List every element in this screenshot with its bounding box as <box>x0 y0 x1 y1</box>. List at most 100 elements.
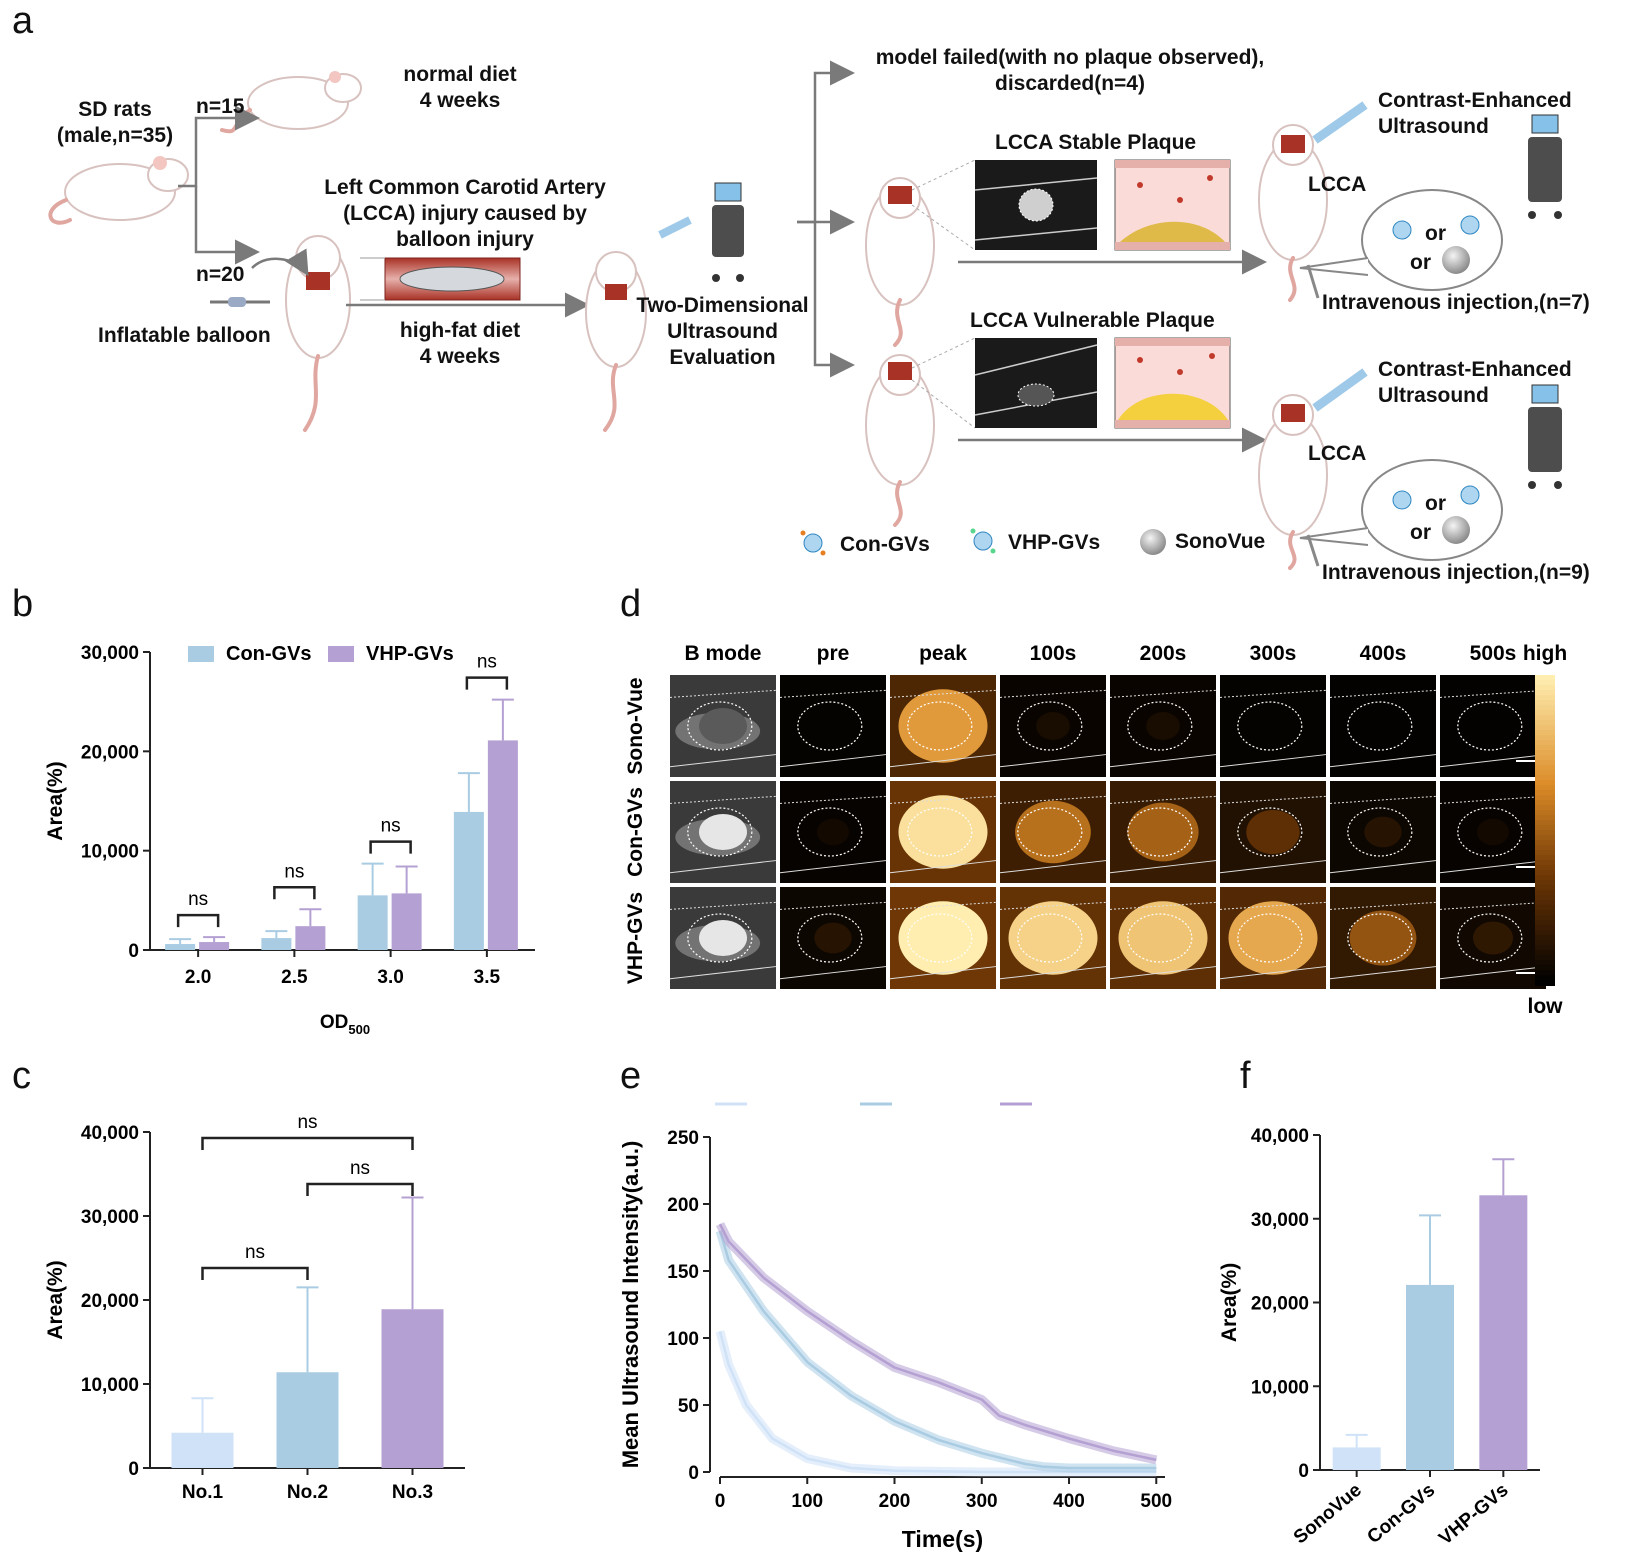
d-colorbar-segment <box>1535 730 1555 736</box>
e-legend-label: VHP-GVs <box>1040 1100 1128 1105</box>
d-vessel-wall <box>889 754 997 768</box>
c-x-tick-label: No.3 <box>392 1482 433 1503</box>
d-roi-circle <box>797 807 863 857</box>
rat-stable-icon <box>865 177 935 347</box>
e-x-tick-label: 100 <box>791 1491 823 1512</box>
f-x-tick-label: VHP-GVs <box>1435 1480 1512 1550</box>
d-colorbar-segment <box>1535 760 1555 766</box>
sd-rats-line1: SD rats <box>78 98 152 121</box>
d-colorbar-segment <box>1535 820 1555 826</box>
or-bottom-2: or <box>1410 521 1431 544</box>
b-x-tick-label: 3.0 <box>377 967 403 988</box>
f-x-tick-label: Con-GVs <box>1363 1480 1439 1548</box>
d-cell-bg <box>1330 675 1436 777</box>
e-y-tick-label: 0 <box>688 1463 699 1484</box>
d-colorbar-segment <box>1535 900 1555 906</box>
b-bar-vhp-gvs <box>199 942 230 950</box>
d-bmode-plaque <box>699 708 747 744</box>
c-significance-bracket <box>201 1266 309 1280</box>
rat-vulnerable-icon <box>865 354 935 527</box>
d-roi-circle <box>1347 913 1413 963</box>
d-colorbar-segment <box>1535 925 1555 931</box>
d-colorbar-segment <box>1535 845 1555 851</box>
d-colorbar-segment <box>1535 885 1555 891</box>
d-colorbar-segment <box>1535 940 1555 946</box>
d-vessel-wall <box>1109 901 1217 910</box>
d-roi-circle <box>797 913 863 963</box>
d-colorbar-segment <box>1535 695 1555 701</box>
d-cell-signal <box>898 795 988 869</box>
d-vessel-wall <box>1109 860 1217 874</box>
d-colorbar-segment <box>1535 750 1555 756</box>
c-y-tick-label: 10,000 <box>81 1375 139 1396</box>
vhp-gvs-legend-icon <box>970 528 996 554</box>
c-significance-bracket <box>201 1136 414 1150</box>
lcca-top-label: LCCA <box>1308 173 1367 196</box>
stable-plaque-label: LCCA Stable Plaque <box>995 131 1197 154</box>
b-significance-bracket <box>273 886 316 900</box>
d-colorbar-segment <box>1535 770 1555 776</box>
d-cell-signal <box>1015 800 1091 864</box>
stable-plaque-illustration <box>1114 159 1231 251</box>
d-colorbar-segment <box>1535 970 1555 976</box>
d-vessel-wall <box>779 901 887 910</box>
injection-9-label: Intravenous injection,(n=9) <box>1322 561 1590 584</box>
b-y-label: Area(%) <box>44 761 67 840</box>
d-vessel-wall <box>1439 754 1547 768</box>
sd-rats-label: SD rats (male,n=35) <box>50 97 180 149</box>
e-x-tick-label: 500 <box>1140 1491 1172 1512</box>
d-colorbar-segment <box>1535 705 1555 711</box>
d-cell-signal <box>1472 921 1514 955</box>
ultrasound-machine-bottom-icon <box>1528 384 1562 489</box>
d-vessel-wall <box>1329 754 1437 768</box>
chart-b: 0 10,000 20,000 30,000 Area(%) 2.0 ns 2.5 ns 3.0 n… <box>44 643 535 1037</box>
d-vessel-wall <box>999 689 1107 698</box>
normal-diet-line1: normal diet <box>403 63 517 86</box>
panel-label-e: e <box>620 1055 642 1097</box>
d-vessel-wall <box>999 795 1107 804</box>
c-y-label: Area(%) <box>44 1260 67 1339</box>
d-roi-circle <box>907 807 973 857</box>
f-y-label: Area(%) <box>1220 1263 1241 1342</box>
e-legend-label: SonoVue <box>755 1100 841 1105</box>
d-roi-circle <box>1347 701 1413 751</box>
b-significance-label: ns <box>188 889 208 910</box>
d-vessel-wall <box>1439 689 1547 698</box>
d-colorbar-segment <box>1535 685 1555 691</box>
d-vessel-wall <box>1329 901 1437 910</box>
d-cell-signal <box>816 818 850 846</box>
c-significance-label: ns <box>245 1242 265 1263</box>
d-vessel-wall <box>999 754 1107 768</box>
d-colorbar-high: high <box>1523 642 1567 665</box>
d-vessel-wall <box>1109 795 1217 804</box>
d-colorbar-segment <box>1535 855 1555 861</box>
d-colorbar-segment <box>1535 830 1555 836</box>
balloon-catheter-icon <box>210 248 309 307</box>
normal-diet-line2: 4 weeks <box>419 89 501 112</box>
injury-line3: balloon injury <box>396 228 534 251</box>
d-colorbar-segment <box>1535 840 1555 846</box>
d-row-label: Con-GVs <box>624 787 647 877</box>
injury-line2: (LCCA) injury caused by <box>343 202 587 225</box>
d-vessel-wall <box>669 860 777 874</box>
d-vessel-wall <box>779 860 887 874</box>
ceus-bottom-label: Contrast-Enhanced Ultrasound <box>1378 357 1572 409</box>
d-cell-signal <box>898 689 988 763</box>
vulnerable-plaque-label: LCCA Vulnerable Plaque <box>970 309 1215 332</box>
d-colorbar-segment <box>1535 800 1555 806</box>
chart-d: B mode pre peak 100s 200s 300s 400s 500s Sono-Vu… <box>624 642 1567 1018</box>
d-vessel-wall <box>779 795 887 804</box>
c-significance-label: ns <box>350 1158 370 1179</box>
d-colorbar-segment <box>1535 790 1555 796</box>
rat-ceus-bottom-icon <box>1258 368 1368 570</box>
e-series-line-con-gvs <box>718 1230 1157 1470</box>
d-roi-circle <box>1237 913 1303 963</box>
chart-e: 0 50 100 150 200 250 0 100 200 300 400 500 SonoVue Co… <box>620 1100 1172 1552</box>
d-roi-circle <box>1457 701 1523 751</box>
d-vessel-wall <box>1219 860 1327 874</box>
e-y-tick-label: 100 <box>667 1329 699 1350</box>
d-colorbar-segment <box>1535 755 1555 761</box>
vulnerable-plaque-illustration <box>1114 337 1231 429</box>
schematic-drawing <box>48 60 1562 570</box>
d-colorbar-segment <box>1535 700 1555 706</box>
